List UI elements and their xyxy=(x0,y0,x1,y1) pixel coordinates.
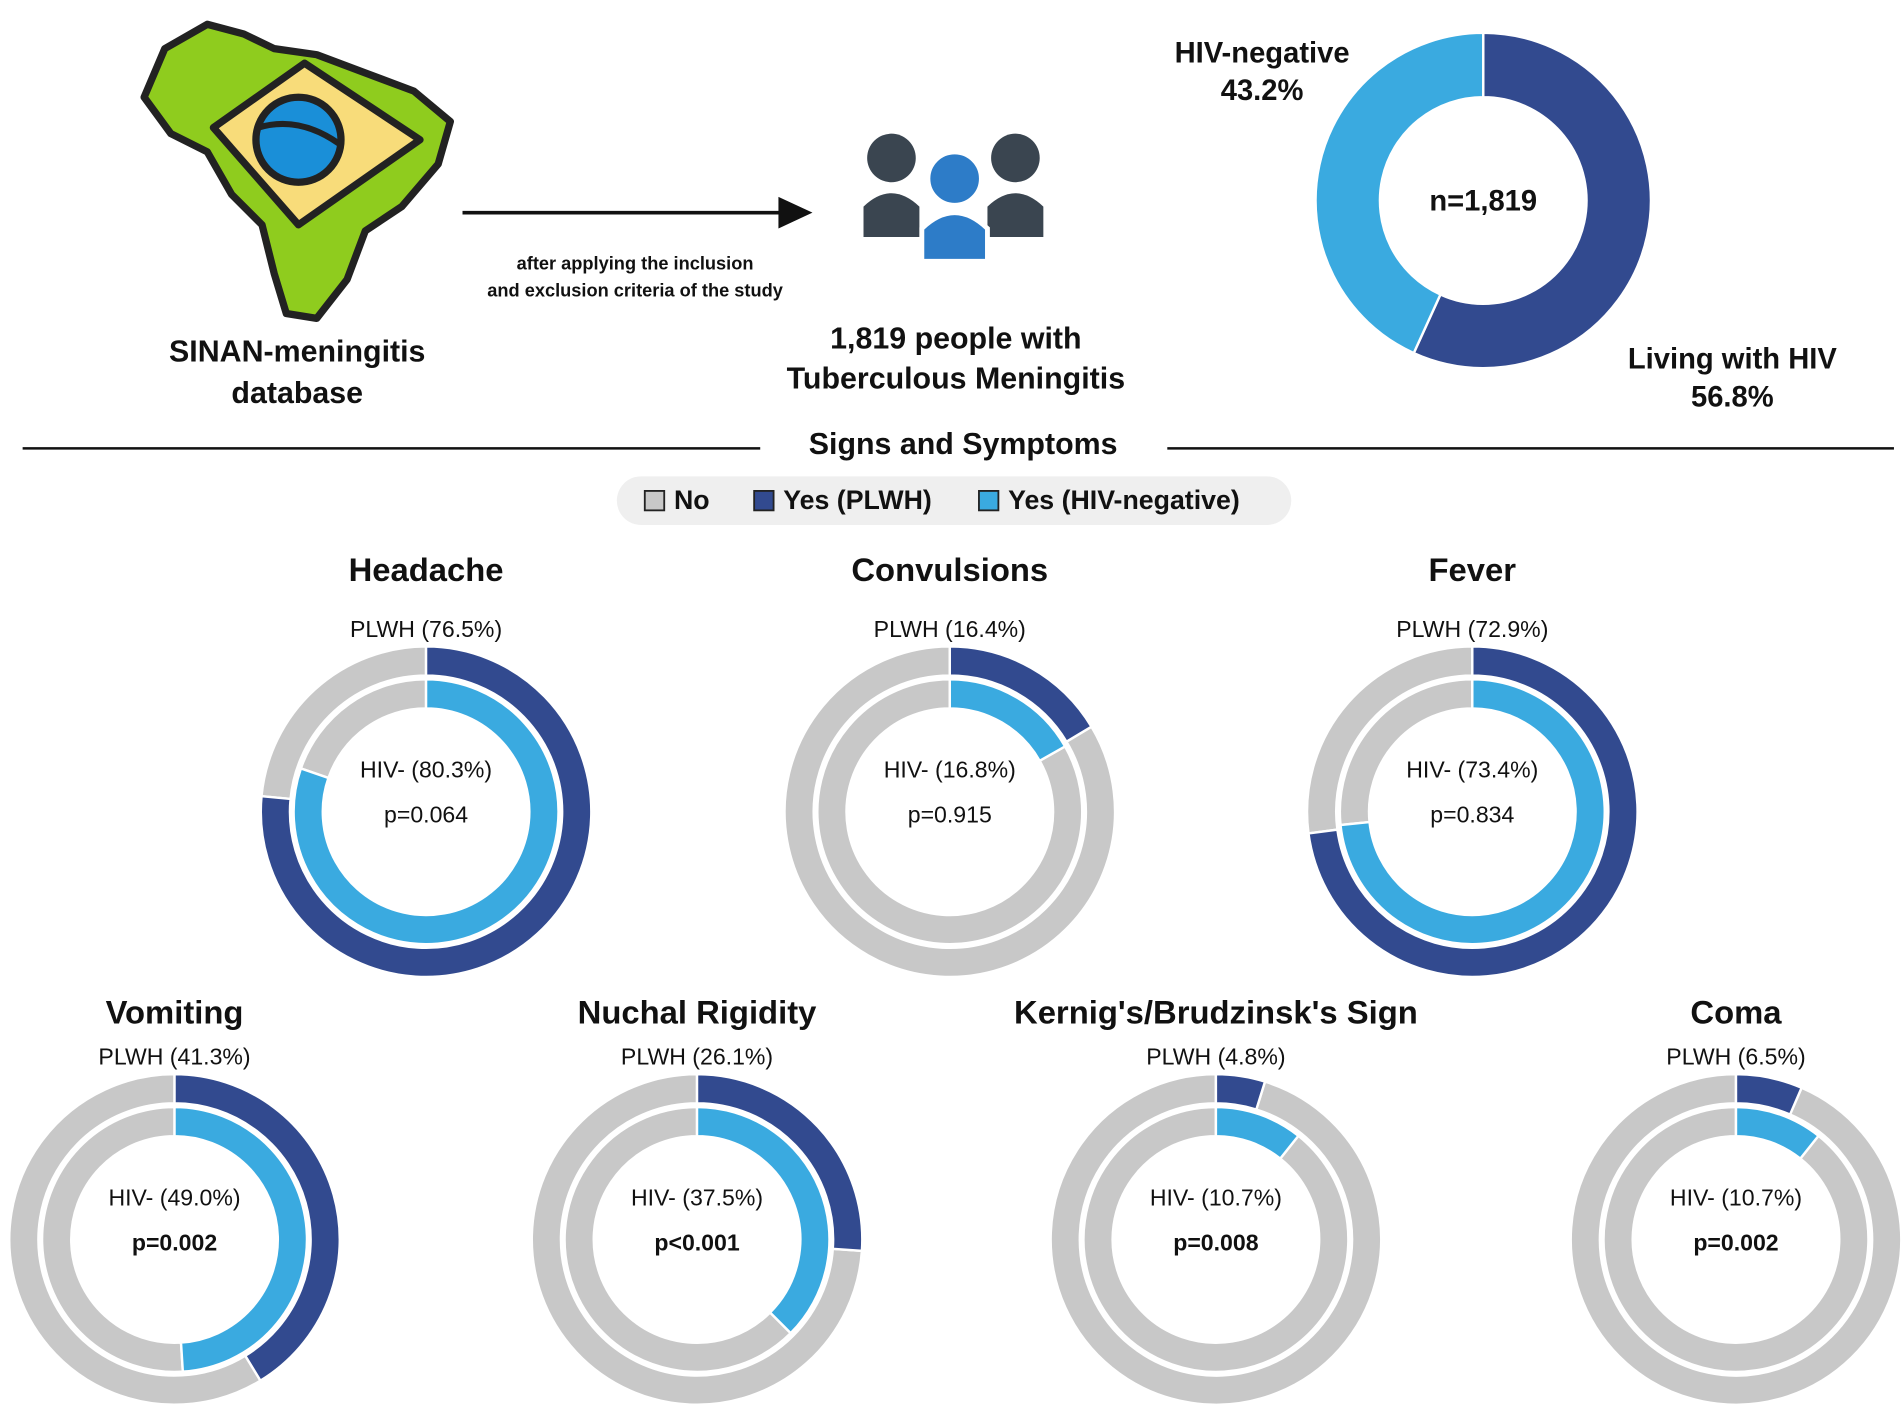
yes-segment xyxy=(1734,1072,1804,1117)
arrow-label: after applying the inclusion xyxy=(517,254,754,274)
population-label: 1,819 people with xyxy=(830,322,1081,355)
no-segment xyxy=(40,1105,185,1374)
brazil-map-icon xyxy=(140,20,455,323)
p-value: p<0.001 xyxy=(654,1229,739,1255)
plwh-label: PLWH (26.1%) xyxy=(621,1043,773,1069)
yes-segment xyxy=(292,678,560,946)
no-segment xyxy=(563,1105,793,1374)
segment-value: 43.2% xyxy=(1221,75,1304,107)
no-segment xyxy=(1049,1072,1383,1406)
yes-segment xyxy=(1307,645,1639,979)
plwh-label: PLWH (76.5%) xyxy=(350,616,502,642)
hiv-negative-label: HIV- (10.7%) xyxy=(1670,1184,1802,1210)
legend-label: No xyxy=(674,485,710,515)
donut-segment xyxy=(1314,31,1485,355)
plwh-label: PLWH (72.9%) xyxy=(1396,616,1548,642)
no-segment xyxy=(530,1072,864,1406)
p-value: p=0.008 xyxy=(1173,1229,1258,1255)
source-label: SINAN-meningitis xyxy=(169,336,425,369)
arrow-head xyxy=(778,196,813,229)
no-segment xyxy=(1082,1105,1350,1374)
hiv-negative-label: HIV- (80.3%) xyxy=(360,757,492,783)
segment-label: HIV-negative xyxy=(1175,37,1350,69)
plwh-label: PLWH (41.3%) xyxy=(98,1043,250,1069)
chart-title: Nuchal Rigidity xyxy=(578,993,817,1030)
yes-segment xyxy=(173,1105,309,1373)
yes-segment xyxy=(695,1072,864,1253)
chart-title: Kernig's/Brudzinsk's Sign xyxy=(1014,993,1418,1030)
p-value: p=0.834 xyxy=(1430,802,1514,828)
yes-segment xyxy=(1214,1072,1267,1112)
yes-segment xyxy=(1214,1105,1301,1161)
segment-label: Living with HIV xyxy=(1628,344,1838,376)
yes-segment xyxy=(1339,678,1606,946)
legend-box xyxy=(616,476,1292,525)
hiv-negative-label: HIV- (37.5%) xyxy=(631,1184,763,1210)
legend-swatch xyxy=(753,490,775,512)
no-segment xyxy=(1569,1072,1902,1406)
chart-title: Headache xyxy=(349,551,504,588)
yes-segment xyxy=(1734,1105,1821,1161)
arrow-label: and exclusion criteria of the study xyxy=(487,280,783,300)
legend-label: Yes (PLWH) xyxy=(783,485,931,515)
chart-title: Vomiting xyxy=(106,993,244,1030)
p-value: p=0.064 xyxy=(384,802,468,828)
p-value: p=0.915 xyxy=(908,802,992,828)
legend-swatch xyxy=(643,490,666,512)
p-value: p=0.002 xyxy=(1693,1229,1778,1255)
no-segment xyxy=(783,645,1117,979)
legend-label: Yes (HIV-negative) xyxy=(1008,485,1240,515)
chart-title: Coma xyxy=(1690,993,1782,1030)
yes-segment xyxy=(695,1105,831,1335)
hiv-negative-label: HIV- (73.4%) xyxy=(1406,757,1538,783)
hiv-negative-label: HIV- (16.8%) xyxy=(884,757,1016,783)
chart-title: Fever xyxy=(1429,551,1517,588)
plwh-label: PLWH (6.5%) xyxy=(1666,1043,1805,1069)
yes-segment xyxy=(948,645,1094,744)
plwh-label: PLWH (4.8%) xyxy=(1146,1043,1285,1069)
population-label: Tuberculous Meningitis xyxy=(787,362,1125,395)
yes-segment xyxy=(948,678,1067,763)
no-segment xyxy=(1602,1105,1870,1374)
hiv-negative-label: HIV- (10.7%) xyxy=(1150,1184,1282,1210)
yes-segment xyxy=(259,645,593,979)
p-value: p=0.002 xyxy=(132,1229,217,1255)
section-title: Signs and Symptoms xyxy=(809,428,1118,461)
legend-swatch xyxy=(978,490,1000,512)
center-label: n=1,819 xyxy=(1429,186,1537,218)
yes-segment xyxy=(173,1072,341,1383)
people-icon xyxy=(863,133,1044,264)
donut-segment xyxy=(1412,31,1653,370)
no-segment xyxy=(8,1072,263,1406)
chart-title: Convulsions xyxy=(851,551,1048,588)
no-segment xyxy=(816,678,1084,946)
source-label: database xyxy=(231,377,363,410)
plwh-label: PLWH (16.4%) xyxy=(874,616,1026,642)
segment-value: 56.8% xyxy=(1691,381,1774,413)
hiv-negative-label: HIV- (49.0%) xyxy=(108,1184,240,1210)
